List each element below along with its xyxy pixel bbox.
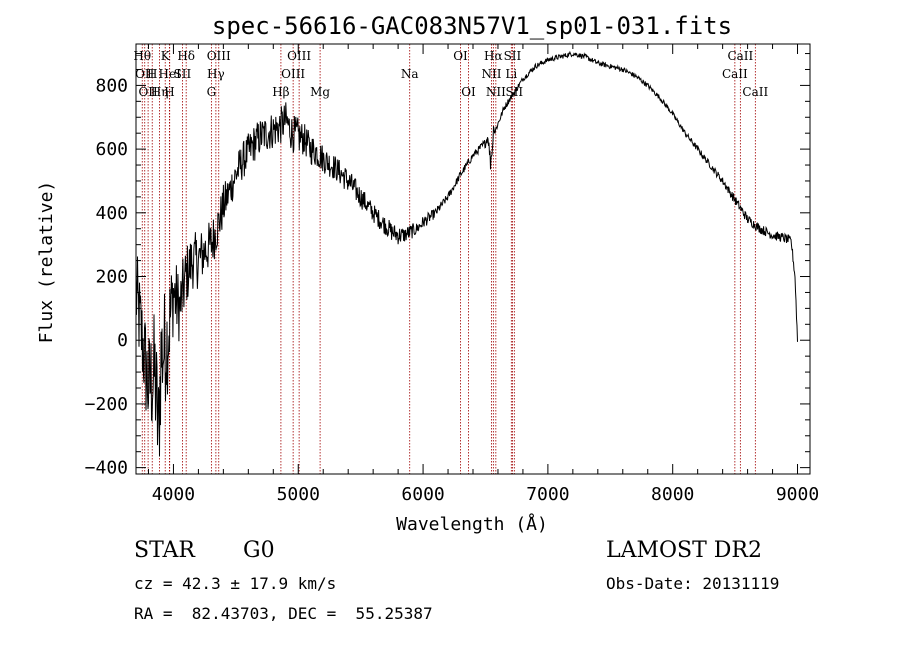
obs-date-text: Obs-Date: 20131119 [606, 574, 780, 593]
object-class: STAR [134, 538, 195, 563]
spectral-line-label: Hδ [177, 49, 195, 63]
spectral-line-label: CaII [722, 67, 748, 81]
object-subclass: G0 [243, 538, 275, 563]
spectral-line-label: K [161, 49, 171, 63]
spectral-line-label: H [147, 67, 157, 81]
chart-title: spec-56616-GAC083N57V1_sp01-031.fits [212, 12, 732, 40]
spectral-line-label: CaII [742, 85, 768, 99]
plot-frame [135, 43, 811, 475]
spectral-line-label: OII [138, 85, 158, 99]
spectral-line-label: SII [174, 67, 192, 81]
spectral-line-label: CaII [727, 49, 753, 63]
spectral-line-label: G [207, 85, 217, 99]
axis-ticks: 4000 5000 6000 7000 8000 9000 −400 −200 0 200 400 6… [85, 44, 819, 505]
x-axis-label: Wavelength (Å) [396, 513, 548, 535]
y-tick-label: −400 [85, 458, 128, 479]
spectral-line-labels: HθOIIOIIHHηKHHeISIIHδGHγOIIIHβOIIIOIIIMg… [133, 49, 768, 99]
spectral-line-label: Hη [151, 85, 169, 99]
spectral-line-label: OI [453, 49, 468, 63]
spectral-line-label: OI [461, 85, 476, 99]
y-tick-label: 600 [95, 139, 128, 160]
spectral-line-label: Hθ [133, 49, 151, 63]
survey-name: LAMOST DR2 [606, 538, 762, 563]
spectral-line-label: Mg [310, 85, 330, 99]
x-tick-label: 5000 [277, 484, 320, 505]
spectral-line-label: OIII [207, 49, 231, 63]
spectral-line-label: Li [505, 67, 517, 81]
x-tick-label: 9000 [776, 484, 819, 505]
y-axis-label: Flux (relative) [36, 181, 57, 344]
spectral-line-label: OIII [281, 67, 305, 81]
spectral-line-label: OII [135, 67, 155, 81]
spectral-line-label: NII [481, 67, 501, 81]
spectral-line-label: Hα [484, 49, 503, 63]
spectral-line-label: OIII [287, 49, 311, 63]
spectral-line-label: Hβ [272, 85, 289, 99]
x-tick-label: 6000 [401, 484, 444, 505]
y-tick-label: 800 [95, 75, 128, 96]
spectral-line-label: HeI [159, 67, 182, 81]
y-tick-label: 200 [95, 267, 128, 288]
y-tick-label: 400 [95, 203, 128, 224]
spectral-line-markers [141, 44, 756, 474]
coordinates-text: RA = 82.43703, DEC = 55.25387 [134, 604, 433, 623]
y-tick-label: 0 [117, 330, 128, 351]
redshift-text: cz = 42.3 ± 17.9 km/s [134, 574, 337, 593]
spectral-line-label: NII [486, 85, 506, 99]
x-tick-label: 8000 [651, 484, 694, 505]
spectral-line-label: H [164, 85, 174, 99]
y-tick-label: −200 [85, 394, 128, 415]
spectral-line-label: Na [401, 67, 419, 81]
spectrum-line [135, 50, 798, 457]
spectral-line-label: Hγ [207, 67, 225, 81]
x-tick-label: 4000 [152, 484, 195, 505]
x-tick-label: 7000 [526, 484, 569, 505]
spectral-line-label: SII [504, 49, 522, 63]
